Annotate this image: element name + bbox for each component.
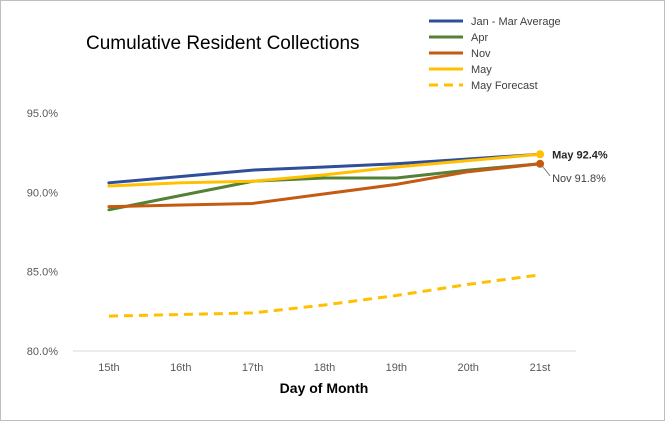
end-marker-may [536,150,545,159]
x-tick-label: 20th [458,362,479,374]
y-tick-label: 95.0% [27,108,58,120]
x-tick-label: 16th [170,362,191,374]
x-tick-label: 18th [314,362,335,374]
series-line-jan-mar-average [107,152,542,185]
x-axis: 15th 16th 17th 18th 19th 20th 21st [98,362,550,374]
x-tick-label: 21st [530,362,551,374]
x-tick-label: 19th [386,362,407,374]
chart-title: Cumulative Resident Collections [86,33,360,54]
legend-label: May [471,64,492,76]
x-axis-label: Day of Month [280,380,369,396]
legend-label: Jan - Mar Average [471,16,561,28]
legend-label: Nov [471,48,491,60]
legend-label: May Forecast [471,80,538,92]
x-tick-label: 17th [242,362,263,374]
legend: Jan - Mar Average Apr Nov May May Forecast [429,16,561,92]
legend-label: Apr [471,32,488,44]
y-tick-label: 85.0% [27,267,58,279]
series-layer [107,152,542,318]
data-label-may: May 92.4% [552,149,608,161]
data-label-leader [541,165,551,177]
y-tick-label: 80.0% [27,346,58,358]
series-line-may [107,152,542,188]
series-line-apr [107,162,542,212]
y-axis: 80.0% 85.0% 90.0% 95.0% [27,108,58,358]
data-label-nov: Nov 91.8% [552,173,606,185]
x-tick-label: 15th [98,362,119,374]
y-tick-label: 90.0% [27,187,58,199]
series-line-may-forecast [108,273,541,318]
annotation-layer: May 92.4% Nov 91.8% [536,149,608,185]
series-line-nov [107,162,542,209]
